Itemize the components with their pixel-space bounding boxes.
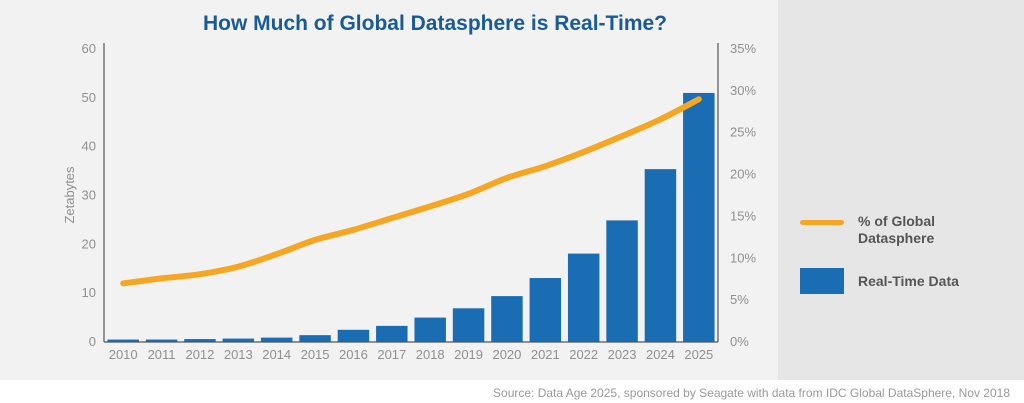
x-tick-label: 2023 bbox=[608, 347, 637, 362]
y-right-tick-label: 25% bbox=[730, 125, 756, 140]
x-tick-label: 2016 bbox=[339, 347, 368, 362]
bar bbox=[376, 325, 408, 342]
bar bbox=[567, 253, 600, 342]
legend-item-percent: % of Global Datasphere bbox=[800, 213, 935, 247]
y-right-tick-label: 15% bbox=[730, 208, 756, 223]
y-right-tick-label: 30% bbox=[730, 83, 756, 98]
bar bbox=[299, 335, 331, 342]
bar bbox=[529, 278, 562, 342]
bar bbox=[414, 317, 446, 342]
legend-label-bars: Real-Time Data bbox=[858, 273, 959, 289]
bar bbox=[184, 339, 216, 342]
bar bbox=[145, 339, 178, 342]
y-right-tick-label: 0% bbox=[730, 334, 749, 349]
y-left-tick-label: 40 bbox=[82, 139, 96, 154]
y-axis-left-ticks: 0 10 20 30 40 50 60 bbox=[82, 41, 96, 349]
y-left-tick-label: 0 bbox=[89, 334, 96, 349]
x-tick-label: 2021 bbox=[531, 347, 560, 362]
bar bbox=[222, 338, 255, 342]
x-axis-ticks: 2010 2011 2012 2013 2014 2015 2016 2017 2018 2019… bbox=[109, 347, 714, 362]
x-tick-label: 2010 bbox=[109, 347, 138, 362]
legend-line-swatch bbox=[800, 220, 844, 225]
legend-label-line-2: Datasphere bbox=[858, 230, 935, 246]
y-right-tick-label: 20% bbox=[730, 167, 756, 182]
x-tick-label: 2020 bbox=[492, 347, 521, 362]
x-tick-label: 2022 bbox=[569, 347, 598, 362]
chart-title: How Much of Global Datasphere is Real-Ti… bbox=[202, 12, 668, 35]
y-left-tick-label: 10 bbox=[82, 285, 96, 300]
x-tick-label: 2014 bbox=[262, 347, 291, 362]
y-left-tick-label: 20 bbox=[82, 236, 96, 251]
bar bbox=[337, 329, 370, 342]
legend-panel bbox=[778, 0, 1024, 380]
legend-item-bars: Real-Time Data bbox=[800, 268, 959, 294]
y-axis-label: Zetabytes bbox=[62, 166, 77, 224]
y-left-tick-label: 60 bbox=[82, 41, 96, 56]
bar bbox=[606, 220, 638, 342]
y-right-tick-label: 10% bbox=[730, 250, 756, 265]
x-tick-label: 2011 bbox=[148, 347, 176, 362]
bar bbox=[644, 169, 677, 342]
combo-chart: 0 10 20 30 40 50 60 0% 5% 10% 15% 20% 25% 30% 35% 201… bbox=[62, 41, 756, 362]
x-tick-label: 2024 bbox=[646, 347, 675, 362]
x-tick-label: 2018 bbox=[416, 347, 445, 362]
x-tick-label: 2013 bbox=[224, 347, 253, 362]
y-left-tick-label: 30 bbox=[82, 188, 96, 203]
x-tick-label: 2015 bbox=[301, 347, 330, 362]
x-tick-label: 2019 bbox=[454, 347, 483, 362]
source-note: Source: Data Age 2025, sponsored by Seag… bbox=[493, 386, 1010, 400]
bar bbox=[452, 308, 485, 342]
line-series-percent-global-datasphere bbox=[120, 96, 702, 287]
y-left-tick-label: 50 bbox=[82, 90, 96, 105]
bar-series-real-time-data bbox=[107, 92, 715, 342]
legend-label-line-1: % of Global bbox=[858, 213, 935, 229]
bar bbox=[491, 296, 523, 342]
x-tick-label: 2012 bbox=[185, 347, 214, 362]
y-right-tick-label: 5% bbox=[730, 292, 749, 307]
y-axis-right-ticks: 0% 5% 10% 15% 20% 25% 30% 35% bbox=[730, 41, 756, 349]
bar bbox=[683, 92, 715, 342]
legend-bar-swatch bbox=[800, 268, 844, 294]
x-tick-label: 2025 bbox=[684, 347, 713, 362]
bar bbox=[107, 339, 139, 342]
y-right-tick-label: 35% bbox=[730, 41, 756, 56]
x-tick-label: 2017 bbox=[377, 347, 406, 362]
legend-label-percent: % of Global Datasphere bbox=[858, 213, 935, 247]
bar bbox=[260, 337, 293, 342]
